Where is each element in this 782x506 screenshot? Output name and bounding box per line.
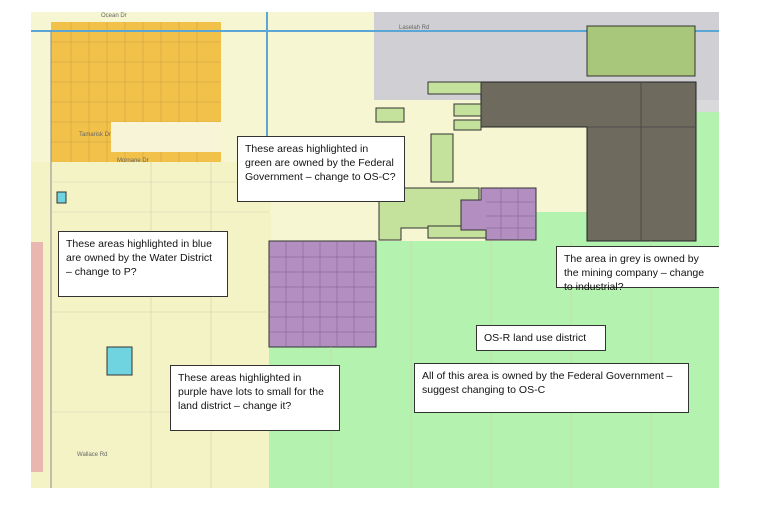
callout-green-areas: These areas highlighted in green are own…: [237, 136, 405, 202]
road-label-mid-street: Mornane Dr: [117, 158, 149, 164]
callout-grey-area: The area in grey is owned by the mining …: [556, 246, 719, 293]
callout-purple-areas: These areas highlighted in purple have l…: [170, 365, 340, 431]
water-blue-parcels: [56, 191, 133, 376]
residential-grid: [51, 22, 221, 162]
road-label-top-left: Ocean Dr: [101, 13, 127, 19]
left-channel: [31, 242, 43, 472]
map-area[interactable]: Ocean Dr Laselah Rd Tamarisk Dr Mornane …: [31, 12, 719, 488]
callout-blue-areas: These areas highlighted in blue are owne…: [58, 231, 228, 297]
road-label-left-street: Tamarisk Dr: [79, 132, 112, 138]
road-label-top: Laselah Rd: [399, 25, 430, 31]
federal-green-topright: [586, 25, 696, 77]
purple-grid: [269, 188, 536, 347]
osr-top-right: [691, 112, 719, 212]
white-blocks: [111, 122, 221, 152]
road-label-bottom: Wallace Rd: [77, 452, 108, 458]
callout-osr-district: OS-R land use district: [476, 325, 606, 351]
callout-federal-area: All of this area is owned by the Federal…: [414, 363, 689, 413]
map-canvas: [31, 12, 719, 488]
purple-parcels: [268, 187, 537, 348]
